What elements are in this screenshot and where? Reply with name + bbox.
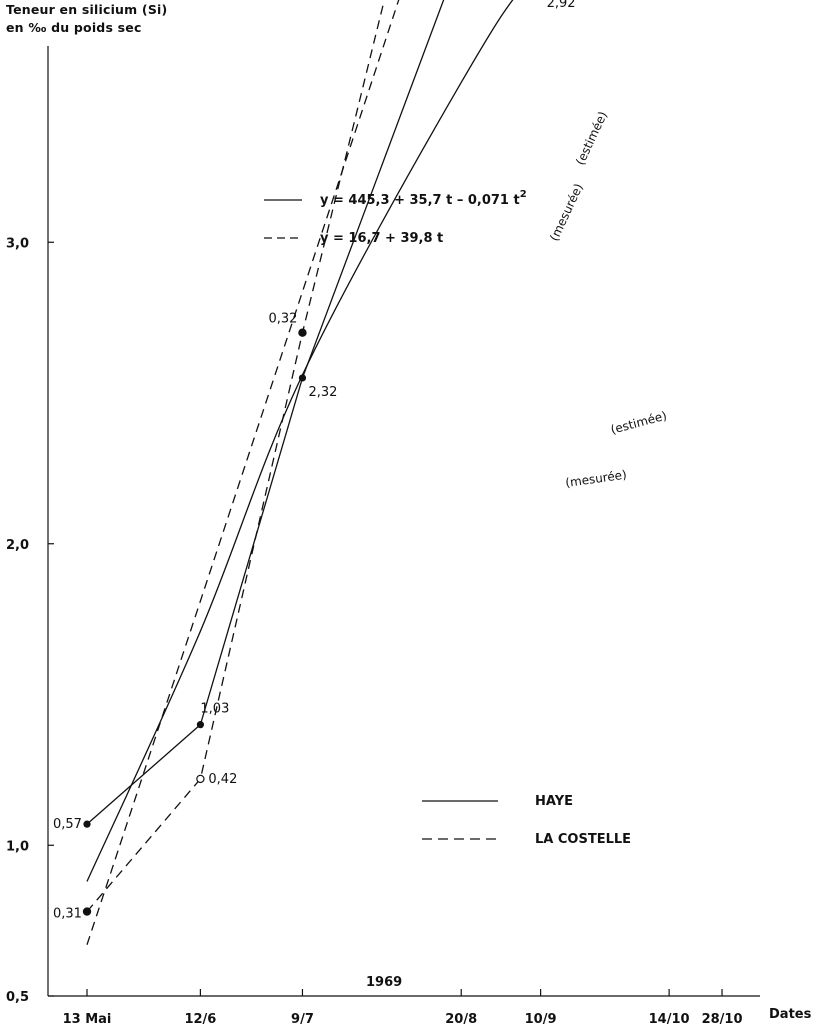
haye-estimated-label: (estimée): [609, 408, 668, 436]
haye-data-point: [83, 820, 91, 828]
x-tick-label: 14/10: [649, 1012, 690, 1027]
x-tick-label: 10/9: [525, 1012, 557, 1027]
legend-label: HAYE: [535, 794, 573, 809]
la-costelle-data-label: 0,31: [53, 907, 82, 922]
y-tick-label: 2,0: [6, 538, 29, 553]
x-tick-label: 9/7: [291, 1012, 314, 1027]
y-axis-label-line2: en ‰ du poids sec: [6, 20, 142, 35]
y-tick-label: 1,0: [6, 839, 29, 854]
haye-fit-exponent: 2: [520, 189, 527, 200]
haye-data-point: [298, 374, 307, 382]
la-costelle-data-point: [196, 774, 205, 784]
la-costelle-measured-label: (mesurée): [547, 181, 586, 243]
y-tick-label: 0,5: [6, 990, 29, 1005]
la-costelle-estimated-label: (estimée): [573, 109, 610, 167]
la-costelle-measured-line: [86, 0, 385, 913]
haye-data-point: [196, 721, 204, 729]
la-costelle-data-label: 0,42: [208, 772, 237, 787]
haye-data-label: 1,03: [200, 702, 229, 717]
la-costelle-data-label: 0,32: [268, 312, 297, 327]
y-tick-label: 3,0: [6, 236, 29, 251]
la-costelle-fit-equation: y = 16,7 + 39,8 t: [320, 231, 443, 246]
x-tick-label: 28/10: [702, 1012, 743, 1027]
legend-label: LA COSTELLE: [535, 832, 631, 847]
haye-data-label: 0,57: [53, 817, 82, 832]
haye-fitted-curve: [86, 0, 514, 882]
x-tick-label: 13 Mai: [63, 1012, 112, 1027]
x-tick-label: 20/8: [445, 1012, 477, 1027]
la-costelle-fitted-line: [86, 0, 400, 945]
haye-measured-label: (mesurée): [564, 468, 627, 490]
y-axis-label-line1: Teneur en silicium (Si): [6, 2, 168, 17]
haye-fit-equation: y = 445,3 + 35,7 t – 0,071 t2: [320, 189, 527, 208]
x-tick-label: 12/6: [184, 1012, 216, 1027]
haye-data-label: 2,32: [308, 385, 337, 400]
la-costelle-data-point: [298, 328, 307, 337]
haye-data-label: 2,92: [547, 0, 576, 11]
la-costelle-data-point: [82, 907, 92, 916]
x-axis-label: Dates: [769, 1007, 812, 1022]
year-label: 1969: [366, 975, 403, 990]
haye-measured-line: [86, 0, 445, 825]
